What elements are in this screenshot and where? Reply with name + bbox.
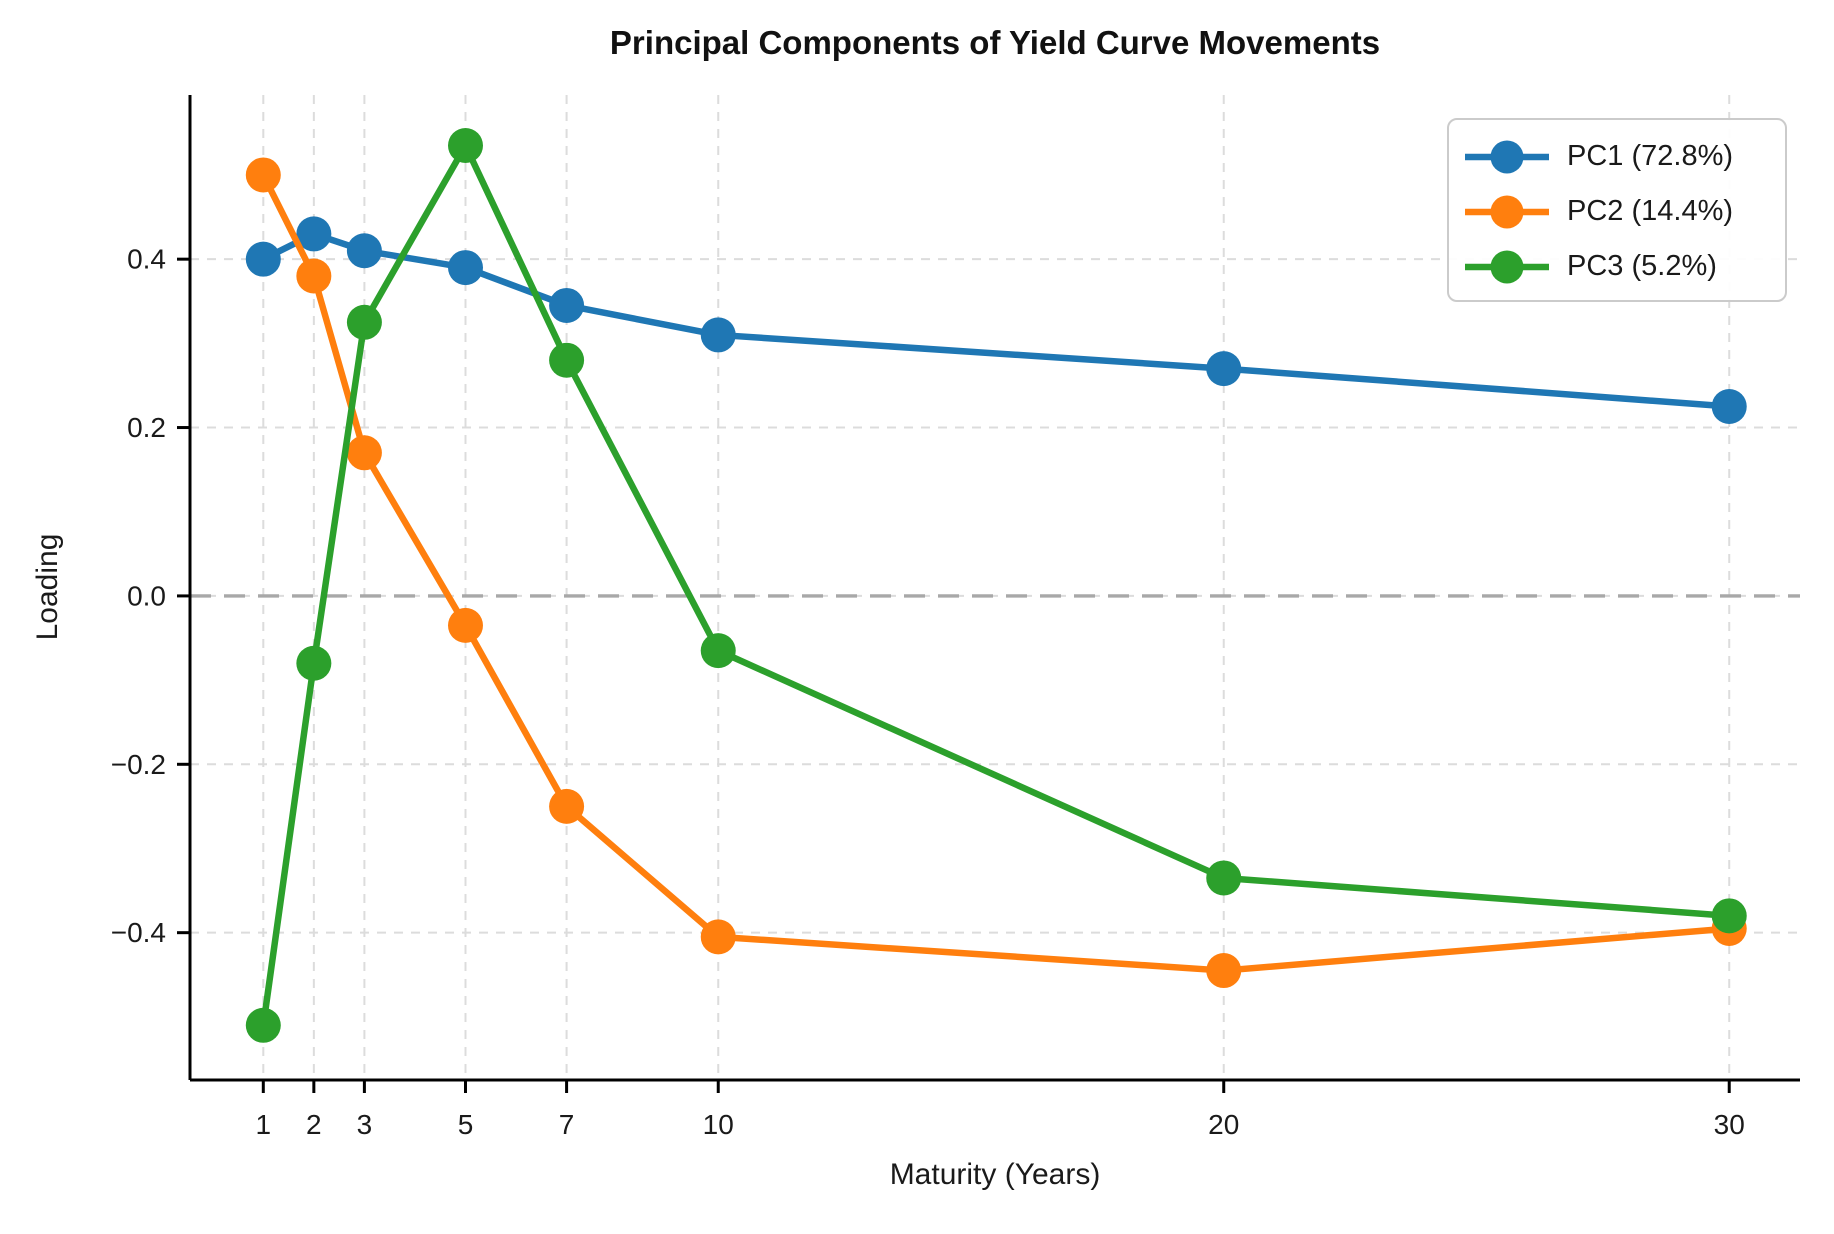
pc1-point — [346, 233, 382, 269]
y-tick-label: 0.4 — [127, 244, 166, 275]
legend-label-pc1: PC1 (72.8%) — [1567, 140, 1734, 172]
y-tick-label: −0.2 — [111, 749, 166, 780]
legend-item-pc2: PC2 (14.4%) — [1461, 184, 1785, 239]
pc2-point — [296, 258, 332, 294]
pc3-point — [447, 128, 483, 164]
pc1-point — [1711, 388, 1747, 424]
pc1-point — [296, 216, 332, 252]
pc3-point — [1206, 860, 1242, 896]
pc3-legend-marker-icon — [1465, 250, 1549, 283]
pc2-point — [549, 788, 585, 824]
legend-label-pc3: PC3 (5.2%) — [1567, 250, 1717, 282]
pc3-point — [346, 304, 382, 340]
x-tick-label: 7 — [559, 1109, 575, 1140]
x-tick-label: 5 — [458, 1109, 474, 1140]
y-tick-label: 0.0 — [127, 580, 166, 611]
x-tick-label: 1 — [256, 1109, 272, 1140]
x-tick-label: 10 — [703, 1109, 734, 1140]
pc1-legend-marker-icon — [1465, 140, 1549, 173]
pc3-point — [245, 1007, 281, 1043]
pc1-point — [245, 241, 281, 277]
pc2-line — [260, 171, 1733, 974]
pc1-point — [549, 287, 585, 323]
legend-label-pc2: PC2 (14.4%) — [1567, 195, 1734, 227]
pc3-point — [296, 645, 332, 681]
pc1-point — [447, 250, 483, 286]
x-axis-label: Maturity (Years) — [889, 1158, 1101, 1191]
pc1-point — [1206, 351, 1242, 387]
legend-item-pc1: PC1 (72.8%) — [1461, 129, 1785, 184]
legend: PC1 (72.8%) PC2 (14.4%) PC3 (5.2%) — [1447, 118, 1787, 302]
pc2-point — [1206, 953, 1242, 989]
x-tick-label: 20 — [1208, 1109, 1239, 1140]
pc3-point — [700, 633, 736, 669]
pc2-point — [346, 435, 382, 471]
pc1-point — [700, 317, 736, 353]
pc3-line — [260, 142, 1733, 1029]
y-tick-label: −0.4 — [111, 917, 166, 948]
chart-title: Principal Components of Yield Curve Move… — [609, 24, 1381, 61]
pc3-point — [549, 342, 585, 378]
legend-item-pc3: PC3 (5.2%) — [1461, 239, 1785, 294]
pc2-point — [700, 919, 736, 955]
pc2-point — [447, 607, 483, 643]
pc2-legend-marker-icon — [1465, 195, 1549, 228]
x-tick-label: 3 — [357, 1109, 373, 1140]
x-tick-label: 2 — [306, 1109, 322, 1140]
x-tick-label: 30 — [1714, 1109, 1745, 1140]
pc3-point — [1711, 898, 1747, 934]
y-tick-label: 0.2 — [127, 412, 166, 443]
pc2-point — [245, 157, 281, 193]
